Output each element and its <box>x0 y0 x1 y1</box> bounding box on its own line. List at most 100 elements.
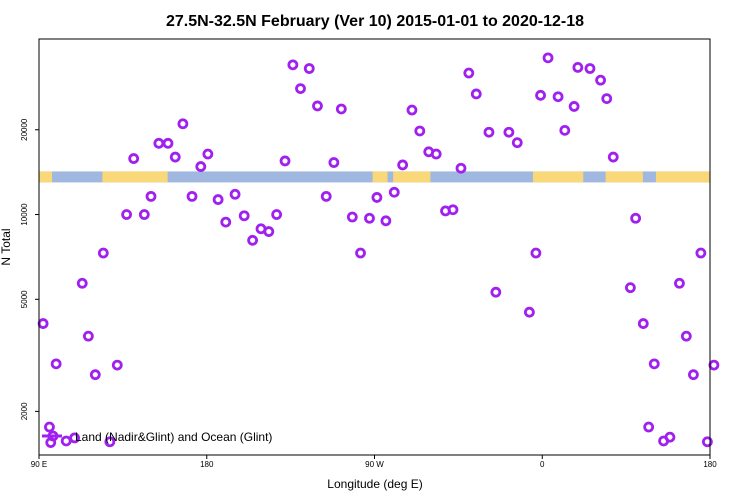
data-point <box>111 359 123 371</box>
land-band-segment <box>655 171 710 183</box>
data-point <box>37 318 49 329</box>
chart-title: 27.5N-32.5N February (Ver 10) 2015-01-01… <box>166 13 584 30</box>
data-point <box>503 126 515 138</box>
data-point <box>162 137 174 149</box>
data-point <box>69 432 81 444</box>
x-axis-label: Longitude (deg E) <box>327 477 422 491</box>
data-point <box>312 100 323 112</box>
land-band-segment <box>102 171 168 183</box>
data-point <box>695 247 707 259</box>
y-axis: 2000 5000 10000 20000 <box>20 118 39 420</box>
data-point <box>601 93 613 105</box>
data-point <box>430 148 442 160</box>
legend-label: Land (Nadir&Glint) and Ocean (Glint) <box>75 430 272 444</box>
data-point <box>138 209 150 220</box>
legend-marker-icon <box>47 430 59 442</box>
data-point <box>169 151 181 163</box>
data-point <box>238 210 250 222</box>
data-point <box>483 126 495 138</box>
data-point <box>202 148 214 160</box>
data-point <box>511 137 523 149</box>
data-point <box>153 137 165 149</box>
data-point <box>637 318 649 329</box>
data-point <box>607 151 619 163</box>
data-point <box>121 209 133 220</box>
data-point <box>530 247 542 259</box>
data-point <box>328 157 340 168</box>
y-tick-label: 5000 <box>20 290 29 308</box>
data-point <box>195 161 207 172</box>
data-point <box>104 436 116 448</box>
x-tick-label: 90 E <box>31 460 47 469</box>
x-tick-label: 0 <box>540 460 545 469</box>
data-point <box>625 282 636 294</box>
legend: Land (Nadir&Glint) and Ocean (Glint) <box>42 430 272 444</box>
data-point <box>380 215 392 227</box>
data-point <box>406 104 418 116</box>
data-point <box>552 91 564 103</box>
data-point <box>60 435 72 447</box>
data-point <box>76 277 88 289</box>
land-band-segment <box>372 171 388 183</box>
data-point <box>701 436 713 448</box>
data-point <box>463 67 475 79</box>
data-point <box>535 89 546 101</box>
data-point <box>50 358 62 370</box>
data-point <box>595 74 606 86</box>
data-point <box>97 247 109 259</box>
data-point <box>523 306 535 318</box>
data-point <box>397 159 409 171</box>
data-point <box>295 83 306 94</box>
data-point <box>287 59 299 71</box>
data-point <box>648 358 660 370</box>
data-point <box>364 212 375 224</box>
data-point <box>346 211 358 223</box>
data-point <box>388 186 400 198</box>
data-point <box>643 421 655 433</box>
data-point <box>664 431 676 443</box>
x-tick-label: 90 W <box>365 460 384 469</box>
land-band-segment <box>532 171 584 183</box>
data-point <box>630 212 642 224</box>
data-point <box>186 190 198 202</box>
y-tick-label: 2000 <box>20 402 29 420</box>
data-point <box>414 125 426 137</box>
data-point <box>44 421 55 433</box>
data-point <box>303 63 315 74</box>
data-point <box>708 359 720 371</box>
data-point <box>568 101 580 112</box>
data-point <box>145 190 157 202</box>
data-point <box>542 52 554 64</box>
data-point <box>470 88 482 100</box>
data-point <box>355 247 366 259</box>
x-axis: 90 E 180 90 W 0 180 <box>31 455 717 469</box>
data-point <box>584 63 596 74</box>
data-point <box>89 369 101 381</box>
data-points <box>37 52 720 448</box>
x-tick-label: 180 <box>200 460 214 469</box>
data-point <box>320 190 332 202</box>
data-point <box>128 153 140 164</box>
surface-band <box>39 171 710 183</box>
y-axis-label: N Total <box>0 228 13 265</box>
data-point <box>572 61 584 73</box>
land-band-segment <box>393 171 431 183</box>
y-tick-label: 10000 <box>20 203 29 226</box>
data-point <box>455 162 467 174</box>
data-point <box>688 369 699 381</box>
x-tick-label: 180 <box>703 460 717 469</box>
y-tick-label: 20000 <box>20 118 29 141</box>
data-point <box>177 118 189 130</box>
data-point <box>279 155 291 167</box>
data-point <box>229 188 241 200</box>
data-point <box>212 194 224 205</box>
data-point <box>263 226 275 237</box>
data-point <box>559 124 571 136</box>
data-point <box>680 330 692 342</box>
data-point <box>335 103 347 115</box>
data-point <box>82 330 94 342</box>
land-band-segment <box>39 171 53 183</box>
data-point <box>447 204 459 216</box>
data-point <box>247 234 259 246</box>
